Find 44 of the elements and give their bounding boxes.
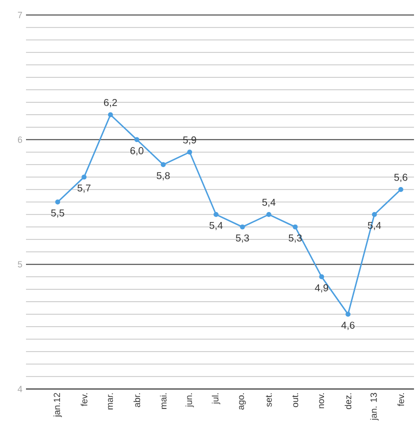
point: [160, 162, 166, 168]
data-label: 6,0: [130, 147, 144, 156]
point: [240, 224, 245, 230]
data-label: 5,3: [236, 234, 249, 243]
x-tick-label: fev.: [80, 393, 88, 406]
y-tick-label: 5: [18, 261, 22, 268]
data-label: 5,5: [51, 210, 64, 218]
x-tick-label: abr.: [134, 393, 140, 408]
data-label: 5,3: [288, 234, 302, 243]
y-tick-label: 7: [18, 12, 22, 18]
point: [398, 187, 404, 192]
point: [108, 112, 113, 118]
point: [346, 312, 351, 317]
data-label: 5,4: [262, 198, 276, 207]
x-tick-label: dez.: [344, 393, 352, 410]
point: [292, 224, 298, 230]
x-tick-label: nov.: [319, 393, 324, 408]
point: [134, 137, 140, 142]
x-tick-label: jun.: [185, 393, 194, 408]
x-tick-label: out.: [292, 393, 298, 408]
point: [266, 212, 272, 217]
y-tick-label: 4: [18, 386, 22, 392]
point: [55, 200, 60, 204]
x-tick-label: mar.: [108, 393, 113, 410]
x-tick-label: jan. 13: [370, 392, 379, 420]
x-tick-label: jan.12: [53, 392, 62, 418]
point: [214, 212, 219, 217]
point: [319, 274, 324, 280]
x-tick-label: ago.: [239, 393, 246, 410]
data-label: 4,9: [314, 284, 328, 293]
point: [82, 174, 87, 180]
data-label: 5,8: [156, 172, 170, 180]
data-label: 5,7: [78, 184, 90, 193]
data-label: 6,2: [104, 99, 117, 108]
y-tick-label: 6: [18, 136, 22, 143]
data-label: 5,4: [210, 222, 223, 230]
data-label: 5,6: [394, 174, 408, 182]
point: [187, 150, 192, 155]
x-tick-label: fev.: [398, 393, 404, 406]
x-tick-label: set.: [266, 393, 272, 407]
data-label: 4,6: [341, 322, 355, 330]
x-tick-label: mai.: [160, 393, 167, 409]
point: [372, 212, 377, 217]
x-tick-label: jul.: [212, 393, 220, 404]
